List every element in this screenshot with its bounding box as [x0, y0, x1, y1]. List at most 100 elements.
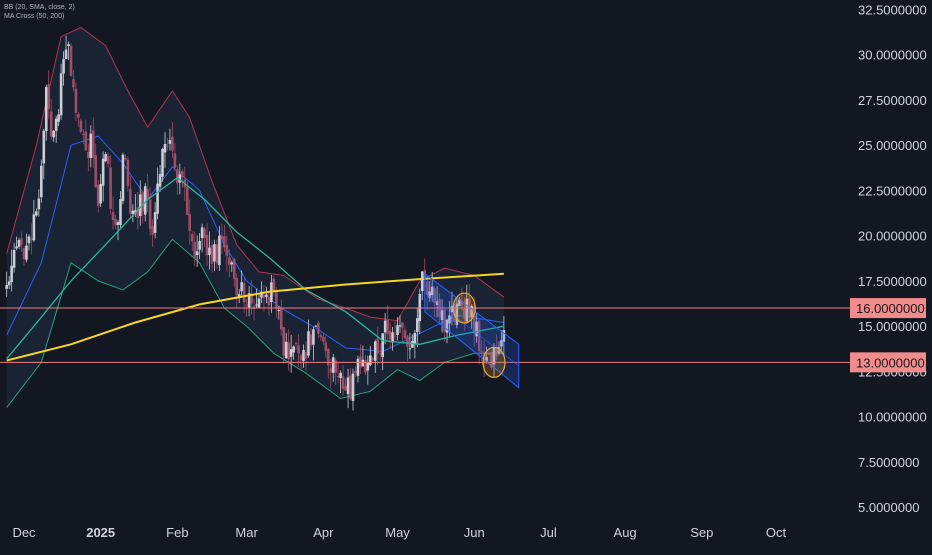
- candle-body: [200, 227, 204, 238]
- highlight-circle: [452, 292, 476, 324]
- candle-body: [188, 214, 192, 232]
- candle-body: [17, 240, 21, 247]
- candle-body: [440, 310, 444, 321]
- candle-body: [223, 236, 226, 248]
- candle-body: [220, 235, 224, 240]
- candle-body: [282, 327, 286, 356]
- candle-body: [121, 154, 125, 201]
- candle-body: [401, 322, 404, 328]
- candle-body: [314, 325, 318, 327]
- candle-body: [47, 84, 51, 110]
- candle-body: [265, 294, 268, 297]
- candle-body: [396, 325, 399, 335]
- candle-body: [299, 355, 303, 361]
- candle-body: [101, 158, 105, 186]
- candle-body: [383, 320, 387, 333]
- candle-body: [176, 169, 179, 184]
- candle-body: [77, 114, 80, 118]
- candle-body: [124, 157, 127, 160]
- candle-body: [161, 148, 164, 177]
- candle-body: [369, 355, 372, 366]
- bb-upper-line: [6, 26, 505, 322]
- candle-body: [500, 340, 503, 347]
- candle-body: [284, 341, 288, 359]
- time-tick-label: Jun: [464, 525, 485, 540]
- candle-body: [57, 114, 60, 122]
- price-tick-label: 7.5000000: [858, 455, 919, 470]
- candle-body: [364, 360, 367, 373]
- time-tick-label: 2025: [86, 525, 115, 540]
- candle-body: [99, 183, 102, 204]
- candle-body: [312, 329, 315, 345]
- price-tick-label: 5.0000000: [858, 500, 919, 515]
- candle-body: [349, 375, 352, 399]
- candle-body: [89, 133, 93, 158]
- candle-body: [388, 331, 392, 340]
- candle-body: [69, 46, 73, 76]
- candle-body: [72, 79, 75, 88]
- price-tick-label: 22.5000000: [858, 183, 927, 198]
- candle-body: [131, 210, 135, 215]
- ma200-line: [6, 272, 504, 362]
- candle-body: [455, 303, 459, 325]
- candle-body: [64, 49, 68, 60]
- price-axis: 32.5000000 30.0000000 27.5000000 25.0000000…: [858, 2, 927, 515]
- candle-body: [143, 186, 147, 215]
- candle-body: [7, 281, 11, 286]
- legend-bb: BB (20, SMA, close, 2): [4, 4, 75, 11]
- candle-body: [428, 291, 431, 298]
- candle-body: [178, 174, 182, 183]
- candle-body: [210, 245, 214, 264]
- candle-body: [5, 284, 8, 289]
- candle-body: [44, 87, 48, 131]
- candle-body: [378, 353, 382, 355]
- level-label-box: [850, 352, 926, 373]
- highlight-circle: [482, 346, 506, 378]
- candle-body: [218, 235, 221, 266]
- candle-body: [413, 332, 417, 344]
- candle-body: [10, 265, 13, 283]
- candle-body: [443, 309, 446, 332]
- candle-body: [12, 249, 16, 268]
- candle-body: [116, 222, 120, 225]
- candle-body: [190, 234, 194, 242]
- candle-body: [257, 298, 261, 308]
- price-tick-label: 20.0000000: [858, 229, 927, 244]
- candle-body: [129, 189, 132, 214]
- candle-body: [386, 319, 389, 334]
- level-labels: 16.0000000 13.0000000: [850, 298, 926, 373]
- bollinger-band-fill: [6, 27, 504, 408]
- candle-body: [460, 300, 464, 306]
- candle-body: [255, 304, 258, 306]
- candle-body: [245, 304, 248, 306]
- candle-body: [275, 289, 278, 308]
- candle-body: [148, 199, 152, 230]
- candle-body: [260, 291, 263, 298]
- candle-body: [331, 357, 335, 373]
- candle-body: [339, 372, 342, 378]
- time-tick-label: Apr: [313, 525, 334, 540]
- candle-body: [366, 362, 370, 371]
- candle-body: [403, 330, 407, 339]
- candle-body: [237, 294, 241, 298]
- candle-body: [346, 377, 350, 395]
- indicator-legend: BB (20, SMA, close, 2) MA Cross (50, 200…: [4, 3, 75, 21]
- candle-body: [35, 211, 38, 216]
- candle-body: [27, 236, 31, 244]
- candle-body: [297, 345, 300, 354]
- candle-body: [30, 238, 33, 240]
- candle-body: [114, 218, 117, 226]
- time-tick-label: May: [385, 525, 410, 540]
- candle-body: [22, 248, 26, 259]
- price-tick-label: 30.0000000: [858, 48, 927, 63]
- candle-body: [329, 368, 333, 373]
- candle-body: [475, 321, 478, 337]
- candles: [5, 35, 506, 411]
- candle-body: [267, 296, 271, 306]
- candle-body: [32, 214, 36, 241]
- candle-body: [277, 310, 281, 312]
- candle-body: [341, 376, 345, 389]
- time-tick-label: Jul: [540, 525, 557, 540]
